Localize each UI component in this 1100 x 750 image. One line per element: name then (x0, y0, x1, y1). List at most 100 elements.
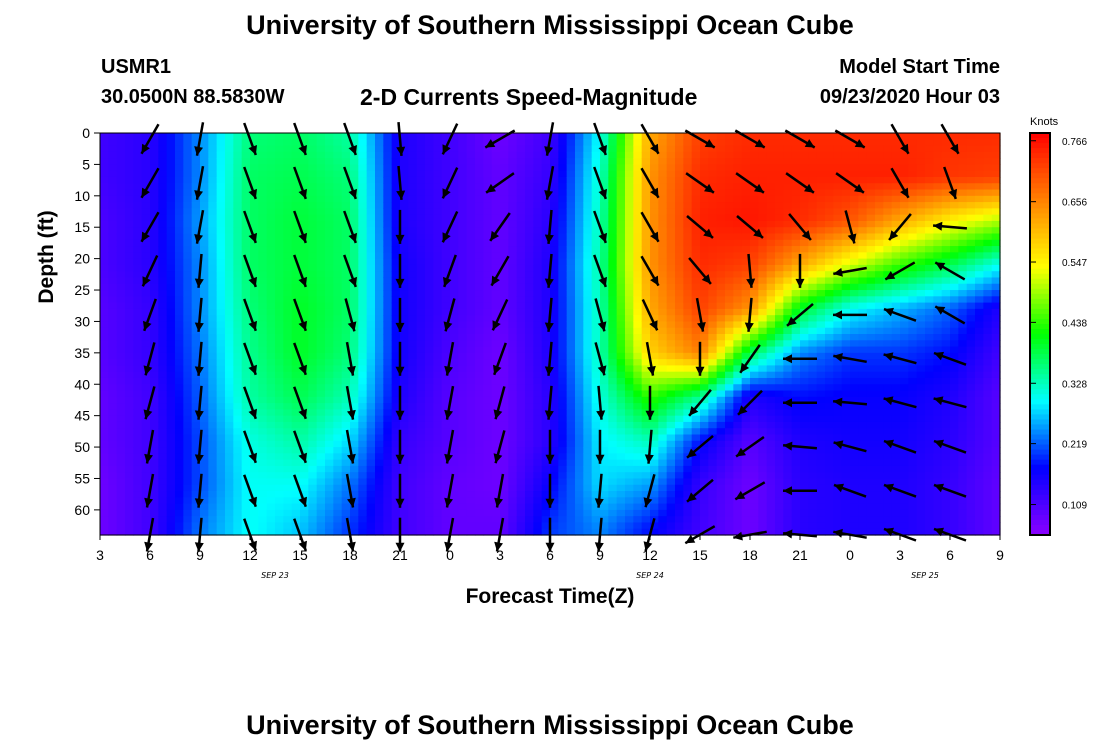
heatmap-cell (100, 220, 109, 228)
heatmap-cell (391, 271, 401, 279)
heatmap-cell (166, 145, 176, 153)
heatmap-cell (391, 484, 401, 492)
heatmap-cell (700, 403, 709, 410)
heatmap-cell (141, 478, 151, 486)
heatmap-cell (258, 409, 268, 417)
heatmap-cell (266, 302, 276, 310)
heatmap-cell (366, 283, 376, 291)
heatmap-cell (466, 440, 476, 448)
heatmap-cell (483, 340, 493, 348)
heatmap-cell (641, 516, 651, 524)
heatmap-cell (158, 396, 168, 404)
heatmap-cell (133, 346, 143, 354)
heatmap-cell (116, 151, 126, 159)
heatmap-cell (491, 151, 501, 159)
heatmap-cell (391, 327, 401, 335)
heatmap-cell (258, 296, 268, 304)
heatmap-cell (341, 377, 351, 385)
heatmap-cell (250, 440, 259, 448)
heatmap-cell (725, 478, 734, 486)
heatmap-cell (300, 308, 309, 316)
heatmap-cell (525, 183, 534, 191)
heatmap-cell (716, 133, 726, 140)
heatmap-cell (375, 308, 384, 316)
heatmap-cell (558, 453, 568, 461)
heatmap-cell (200, 377, 209, 385)
heatmap-cell (158, 359, 168, 367)
heatmap-cell (541, 183, 551, 191)
heatmap-cell (191, 139, 201, 147)
heatmap-cell (308, 202, 318, 209)
heatmap-cell (250, 296, 259, 304)
heatmap-cell (183, 195, 193, 203)
heatmap-cell (641, 491, 651, 498)
heatmap-cell (433, 139, 443, 147)
heatmap-cell (425, 290, 434, 297)
heatmap-cell (433, 434, 443, 442)
heatmap-cell (650, 421, 659, 429)
heatmap-cell (450, 447, 459, 454)
heatmap-cell (125, 365, 134, 373)
heatmap-cell (141, 183, 151, 191)
heatmap-cell (566, 459, 576, 467)
heatmap-cell (533, 428, 543, 436)
heatmap-cell (708, 334, 718, 341)
heatmap-cell (133, 459, 143, 467)
heatmap-cell (716, 195, 726, 203)
heatmap-cell (166, 377, 176, 385)
heatmap-cell (708, 465, 718, 473)
heatmap-cell (591, 321, 601, 329)
heatmap-cell (158, 403, 168, 410)
heatmap-cell (200, 220, 209, 228)
heatmap-cell (358, 390, 368, 398)
heatmap-cell (225, 491, 234, 498)
heatmap-cell (700, 371, 709, 379)
heatmap-cell (666, 403, 676, 410)
heatmap-cell (450, 396, 459, 404)
heatmap-cell (400, 365, 409, 373)
heatmap-cell (700, 346, 709, 354)
heatmap-cell (383, 359, 393, 367)
heatmap-cell (283, 434, 293, 442)
heatmap-cell (241, 440, 251, 448)
heatmap-cell (391, 164, 401, 172)
heatmap-cell (191, 252, 201, 260)
heatmap-cell (333, 453, 343, 461)
heatmap-cell (525, 472, 534, 480)
heatmap-cell (425, 258, 434, 266)
heatmap-cell (575, 415, 584, 423)
heatmap-cell (266, 277, 276, 285)
heatmap-cell (316, 522, 326, 530)
heatmap-cell (325, 428, 334, 436)
heatmap-cell (725, 403, 734, 410)
heatmap-cell (216, 139, 226, 147)
heatmap-cell (658, 145, 668, 153)
heatmap-cell (675, 290, 684, 297)
heatmap-cell (500, 371, 509, 379)
heatmap-cell (408, 220, 418, 228)
heatmap-cell (566, 478, 576, 486)
heatmap-cell (250, 283, 259, 291)
heatmap-cell (150, 509, 159, 517)
heatmap-cell (183, 227, 193, 235)
heatmap-cell (258, 421, 268, 429)
heatmap-cell (450, 409, 459, 417)
heatmap-cell (216, 528, 226, 536)
heatmap-cell (258, 246, 268, 253)
heatmap-cell (108, 220, 118, 228)
heatmap-cell (133, 271, 143, 279)
heatmap-cell (458, 145, 468, 153)
heatmap-cell (325, 371, 334, 379)
heatmap-cell (600, 334, 609, 341)
heatmap-cell (116, 302, 126, 310)
heatmap-cell (158, 484, 168, 492)
heatmap-cell (150, 484, 159, 492)
heatmap-cell (741, 202, 751, 209)
heatmap-cell (733, 327, 743, 335)
heatmap-cell (275, 233, 284, 241)
heatmap-cell (508, 239, 518, 247)
heatmap-cell (308, 252, 318, 260)
heatmap-cell (708, 302, 718, 310)
heatmap-cell (541, 340, 551, 348)
heatmap-cell (650, 334, 659, 341)
